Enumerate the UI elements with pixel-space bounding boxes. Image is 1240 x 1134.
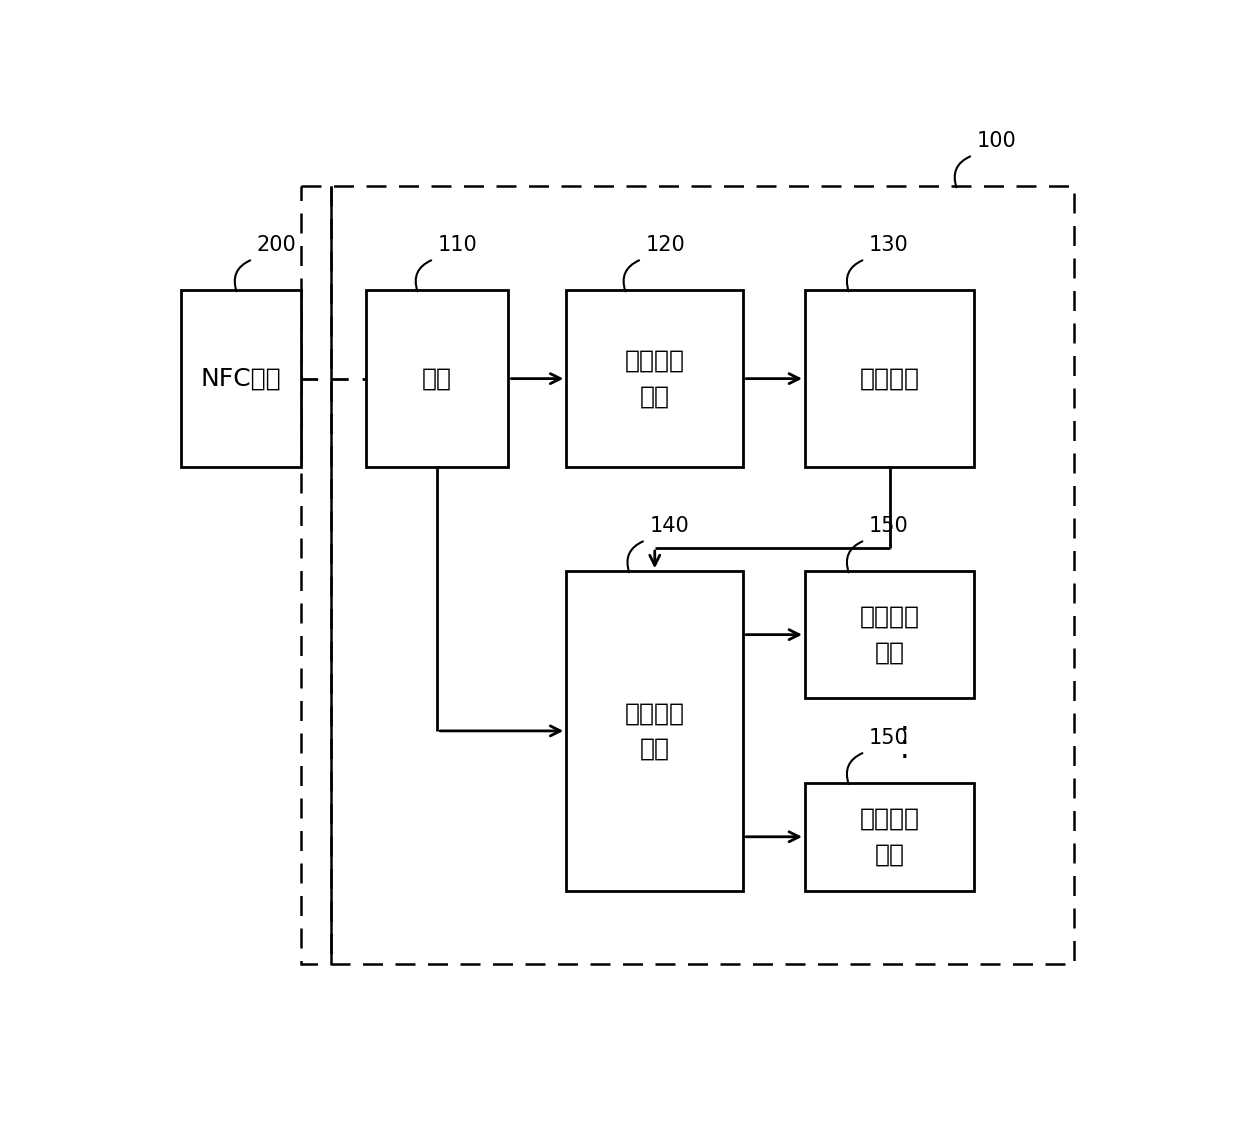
Text: NFC设备: NFC设备 bbox=[201, 366, 281, 390]
Text: ·: · bbox=[900, 716, 910, 745]
Bar bbox=[181, 290, 300, 467]
Bar bbox=[805, 572, 975, 699]
Text: 110: 110 bbox=[438, 236, 477, 255]
Bar bbox=[805, 782, 975, 890]
Text: 200: 200 bbox=[257, 236, 296, 255]
Text: 140: 140 bbox=[650, 516, 689, 536]
Text: 选通开关
模块: 选通开关 模块 bbox=[625, 701, 684, 761]
Bar bbox=[567, 572, 743, 890]
Text: 150: 150 bbox=[869, 516, 909, 536]
Text: 100: 100 bbox=[977, 132, 1017, 152]
Text: 电压处理
模块: 电压处理 模块 bbox=[625, 349, 684, 408]
Text: 射频通信
模块: 射频通信 模块 bbox=[859, 604, 920, 665]
Text: 130: 130 bbox=[869, 236, 909, 255]
Text: 射频通信
模块: 射频通信 模块 bbox=[859, 807, 920, 866]
Bar bbox=[366, 290, 508, 467]
Bar bbox=[300, 186, 1074, 964]
Text: 120: 120 bbox=[646, 236, 686, 255]
Bar bbox=[567, 290, 743, 467]
Text: ·: · bbox=[900, 744, 910, 772]
Text: 控制模块: 控制模块 bbox=[859, 366, 920, 390]
Bar bbox=[805, 290, 975, 467]
Text: ·: · bbox=[900, 730, 910, 759]
Text: 天线: 天线 bbox=[423, 366, 453, 390]
Text: 150: 150 bbox=[869, 728, 909, 748]
